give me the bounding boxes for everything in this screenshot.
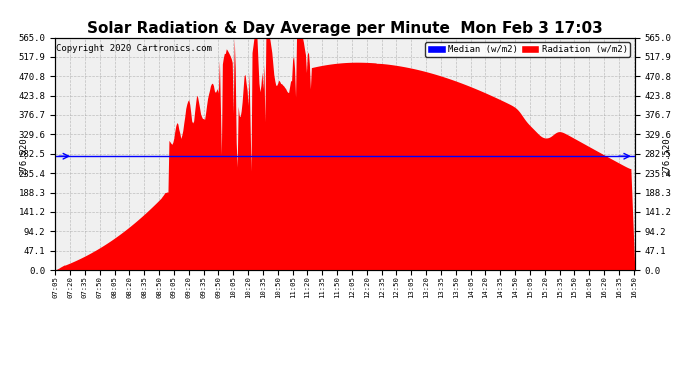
Text: Copyright 2020 Cartronics.com: Copyright 2020 Cartronics.com	[56, 45, 212, 54]
Title: Solar Radiation & Day Average per Minute  Mon Feb 3 17:03: Solar Radiation & Day Average per Minute…	[87, 21, 603, 36]
Legend: Median (w/m2), Radiation (w/m2): Median (w/m2), Radiation (w/m2)	[425, 42, 630, 57]
Text: 276.520: 276.520	[662, 137, 671, 175]
Text: 276.520: 276.520	[19, 137, 28, 175]
